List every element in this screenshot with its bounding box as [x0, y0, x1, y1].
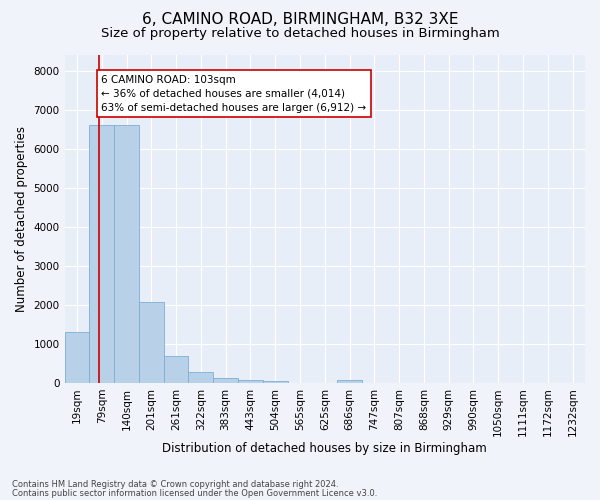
Bar: [188, 372, 213, 383]
Y-axis label: Number of detached properties: Number of detached properties: [15, 126, 28, 312]
Text: Size of property relative to detached houses in Birmingham: Size of property relative to detached ho…: [101, 28, 499, 40]
Bar: [337, 380, 362, 383]
Text: Contains HM Land Registry data © Crown copyright and database right 2024.: Contains HM Land Registry data © Crown c…: [12, 480, 338, 489]
X-axis label: Distribution of detached houses by size in Birmingham: Distribution of detached houses by size …: [163, 442, 487, 455]
Bar: [139, 302, 164, 383]
Bar: [238, 380, 263, 383]
Bar: [65, 332, 89, 383]
Bar: [89, 125, 114, 383]
Text: 6 CAMINO ROAD: 103sqm
← 36% of detached houses are smaller (4,014)
63% of semi-d: 6 CAMINO ROAD: 103sqm ← 36% of detached …: [101, 74, 367, 112]
Bar: [114, 125, 139, 383]
Bar: [213, 378, 238, 383]
Text: Contains public sector information licensed under the Open Government Licence v3: Contains public sector information licen…: [12, 489, 377, 498]
Bar: [263, 380, 287, 383]
Text: 6, CAMINO ROAD, BIRMINGHAM, B32 3XE: 6, CAMINO ROAD, BIRMINGHAM, B32 3XE: [142, 12, 458, 28]
Bar: [164, 356, 188, 383]
